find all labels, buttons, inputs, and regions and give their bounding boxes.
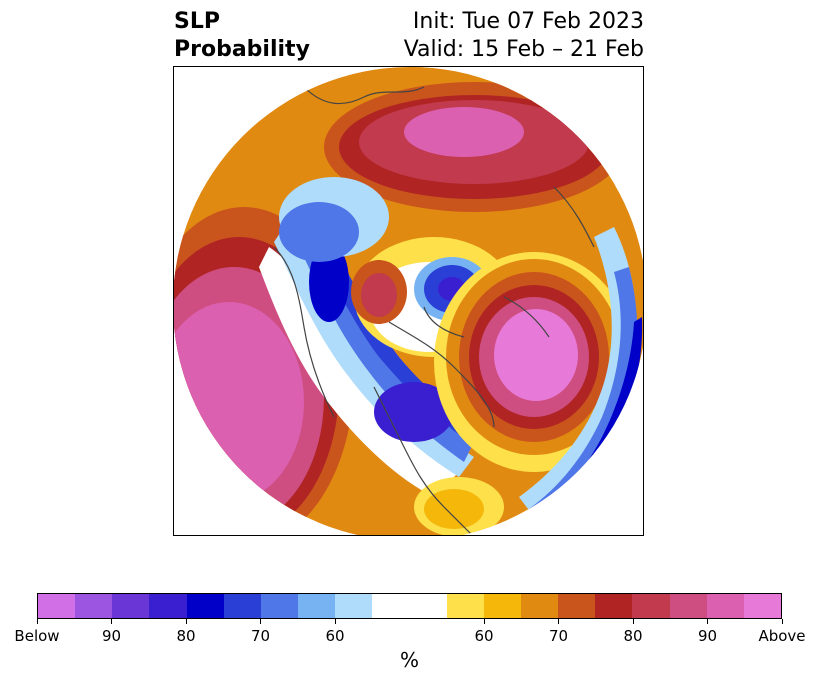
colorbar-tick-labels: Below 90 80 70 60 60 70 80 90 Above xyxy=(0,627,819,647)
colorbar-above-segment xyxy=(521,594,559,618)
eurasia-high-region xyxy=(304,67,643,222)
init-date: Init: Tue 07 Feb 2023 xyxy=(412,9,644,34)
colorbar-tick-mark xyxy=(483,619,485,624)
western-na-low-region xyxy=(259,217,474,497)
colorbar-tick-label: 80 xyxy=(176,627,196,645)
colorbar-tick-mark xyxy=(632,619,634,624)
colorbar-tick-mark xyxy=(781,619,783,624)
colorbar-below-segment xyxy=(223,594,261,618)
atlantic-high-region xyxy=(434,252,634,472)
colorbar-below-segment xyxy=(298,594,336,618)
colorbar-below-segment xyxy=(149,594,187,618)
colorbar-below-segment xyxy=(335,594,373,618)
colorbar-neutral-segment xyxy=(372,594,447,618)
colorbar-above-segment xyxy=(446,594,484,618)
title-left: SLP Probability xyxy=(174,8,310,64)
colorbar-above-segment xyxy=(669,594,707,618)
colorbar-tick-mark xyxy=(111,619,112,624)
colorbar-above-segment xyxy=(632,594,670,618)
colorbar-below-segment xyxy=(38,594,76,618)
colorbar-tick-label: 90 xyxy=(101,627,122,645)
colorbar-tick-mark xyxy=(185,619,187,624)
colorbar-tick-mark xyxy=(260,619,261,624)
colorbar-ticks xyxy=(0,619,819,625)
colorbar-tick-label: 70 xyxy=(548,627,569,645)
title-product: Probability xyxy=(174,37,310,62)
colorbar-below-segment xyxy=(75,594,113,618)
colorbar-above-segment xyxy=(743,594,782,618)
colorbar-above-segment xyxy=(595,594,633,618)
colorbar-above-segment xyxy=(483,594,522,618)
colorbar-below-segment xyxy=(186,594,224,618)
colorbar-tick-label: Above xyxy=(758,627,806,645)
colorbar-tick-label: 80 xyxy=(623,627,643,645)
colorbar-above-segment xyxy=(706,594,744,618)
colorbar xyxy=(37,593,782,619)
colorbar-tick-label: 60 xyxy=(474,627,494,645)
colorbar-below-segment xyxy=(112,594,150,618)
valid-range: Valid: 15 Feb – 21 Feb xyxy=(403,37,644,62)
colorbar-tick-label: 70 xyxy=(250,627,271,645)
probability-map xyxy=(174,67,643,535)
colorbar-tick-mark xyxy=(334,619,336,624)
colorbar-unit: % xyxy=(399,648,419,672)
title-right: Init: Tue 07 Feb 2023 Valid: 15 Feb – 21… xyxy=(404,8,644,64)
map-panel xyxy=(173,66,644,536)
colorbar-tick-mark xyxy=(558,619,559,624)
siberia-high-cell xyxy=(351,260,407,324)
colorbar-tick-mark xyxy=(36,619,38,624)
colorbar-tick-mark xyxy=(707,619,708,624)
colorbar-below-segment xyxy=(260,594,299,618)
coastlines xyxy=(273,86,595,535)
europe-low-region xyxy=(279,177,389,262)
colorbar-tick-label: 90 xyxy=(697,627,718,645)
colorbar-tick-label: Below xyxy=(14,627,60,645)
title-variable: SLP xyxy=(174,9,220,34)
colorbar-tick-label: 60 xyxy=(325,627,345,645)
gulf-high-cell xyxy=(414,477,504,535)
colorbar-above-segment xyxy=(558,594,596,618)
